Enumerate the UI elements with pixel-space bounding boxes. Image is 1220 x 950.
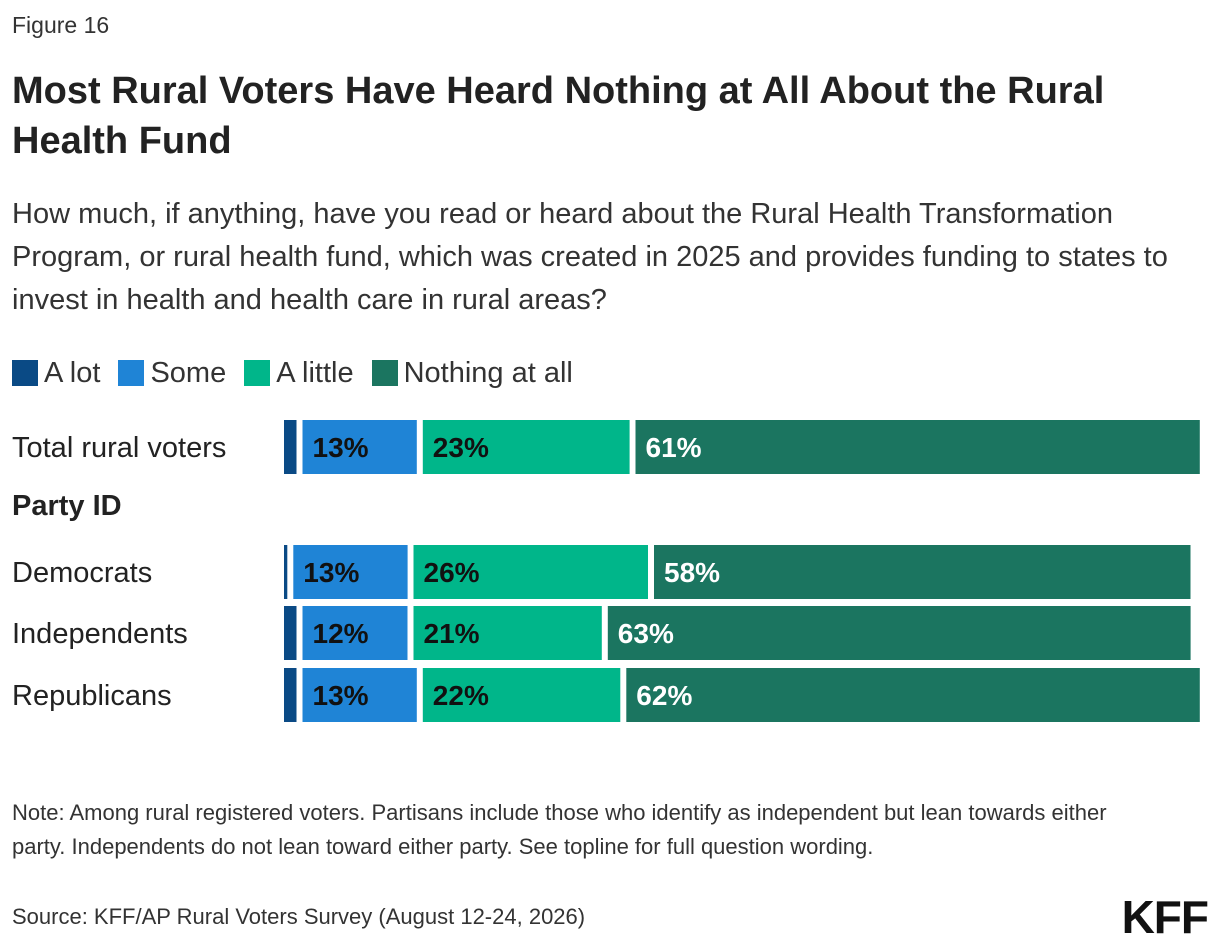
bar-segment-democrats-a-little [413,545,648,599]
bar-segment-total-rural-voters-a-lot [284,420,297,474]
bar-segment-independents-a-lot [284,606,297,660]
category-label-democrats: Democrats [12,557,152,589]
legend-item-nothing-at-all: Nothing at all [371,356,573,390]
category-label-republicans: Republicans [12,680,172,712]
data-label-republicans-some: 13% [313,680,369,711]
legend-label-a-lot: A lot [44,356,101,389]
bar-segment-republicans-some [302,668,417,722]
bar-segment-total-rural-voters-a-little [422,420,630,474]
data-label-independents-nothing-at-all: 63% [618,618,674,649]
chart-title: Most Rural Voters Have Heard Nothing at … [12,70,1105,162]
kff-logo: KFF [1121,891,1209,943]
legend-item-a-lot: A lot [12,357,100,390]
data-label-independents-some: 12% [313,618,369,649]
chart-subtitle: How much, if anything, have you read or … [12,198,1168,316]
category-label-independents: Independents [12,618,188,650]
legend-swatch-nothing-at-all [371,360,398,386]
legend-label-some: Some [150,356,227,389]
bar-segment-total-rural-voters-nothing-at-all [635,420,1200,474]
bar-segment-republicans-a-little [422,668,621,722]
group-label-party-id: Party ID [12,490,122,522]
bar-segment-republicans-nothing-at-all [626,668,1200,722]
bar-segment-democrats-a-lot [284,545,288,599]
bar-segment-republicans-a-lot [284,668,297,722]
category-label-total-rural-voters: Total rural voters [12,432,226,464]
chart-source: Source: KFF/AP Rural Voters Survey (Augu… [12,904,586,929]
legend-item-some: Some [118,357,226,390]
chart-legend: A lot Some A little Nothing at all [12,352,591,394]
bar-segment-democrats-some [293,545,408,599]
bar-segment-independents-a-little [413,606,602,660]
chart-note: Note: Among rural registered voters. Par… [12,800,1107,859]
data-label-democrats-some: 13% [303,557,359,588]
bar-segment-democrats-nothing-at-all [654,545,1191,599]
data-label-total-rural-voters-nothing-at-all: 61% [646,432,702,463]
figure-label: Figure 16 [12,12,110,38]
bar-segment-independents-some [302,606,408,660]
data-label-republicans-nothing-at-all: 62% [636,680,692,711]
data-label-republicans-a-little: 22% [433,680,489,711]
data-label-democrats-nothing-at-all: 58% [664,557,720,588]
data-label-total-rural-voters-a-little: 23% [433,432,489,463]
legend-label-nothing-at-all: Nothing at all [403,356,573,389]
legend-swatch-some [118,360,145,386]
legend-label-a-little: A little [276,356,354,389]
legend-item-a-little: A little [244,356,354,390]
data-label-independents-a-little: 21% [424,618,480,649]
legend-swatch-a-little [244,360,271,386]
data-label-democrats-a-little: 26% [424,557,480,588]
stacked-bar-chart: Total rural voters 13% 23% 61% Democrats 13% 2… [12,420,1200,722]
legend-swatch-a-lot [12,360,38,386]
bar-segment-total-rural-voters-some [302,420,417,474]
data-label-total-rural-voters-some: 13% [313,432,369,463]
bar-segment-independents-nothing-at-all [607,606,1191,660]
